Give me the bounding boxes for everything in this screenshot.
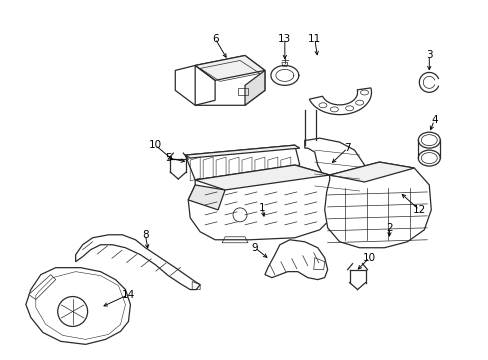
Ellipse shape <box>417 150 439 166</box>
Text: 10: 10 <box>362 253 375 263</box>
Text: 4: 4 <box>430 115 437 125</box>
Polygon shape <box>188 185 224 210</box>
Polygon shape <box>29 275 56 300</box>
Text: 7: 7 <box>344 143 350 153</box>
Polygon shape <box>329 162 413 182</box>
Polygon shape <box>264 240 327 280</box>
Circle shape <box>233 208 246 222</box>
Text: 12: 12 <box>412 205 425 215</box>
Text: 3: 3 <box>425 50 432 60</box>
Text: 5: 5 <box>164 153 171 163</box>
Text: 6: 6 <box>211 33 218 44</box>
Circle shape <box>58 297 87 327</box>
Text: 11: 11 <box>307 33 321 44</box>
Text: 14: 14 <box>122 289 135 300</box>
Polygon shape <box>76 235 200 289</box>
Polygon shape <box>185 145 299 180</box>
Ellipse shape <box>417 132 439 148</box>
Polygon shape <box>175 55 264 105</box>
Text: 2: 2 <box>386 223 392 233</box>
Polygon shape <box>195 165 329 190</box>
Text: 1: 1 <box>258 203 264 213</box>
Polygon shape <box>244 71 264 105</box>
Text: 9: 9 <box>251 243 258 253</box>
Polygon shape <box>324 162 430 248</box>
Polygon shape <box>304 138 367 195</box>
Text: 8: 8 <box>142 230 148 240</box>
Polygon shape <box>26 268 130 345</box>
Polygon shape <box>188 165 339 240</box>
Polygon shape <box>195 55 264 80</box>
Polygon shape <box>309 88 371 114</box>
Text: 10: 10 <box>148 140 162 150</box>
Text: 13: 13 <box>278 33 291 44</box>
Polygon shape <box>185 145 299 158</box>
